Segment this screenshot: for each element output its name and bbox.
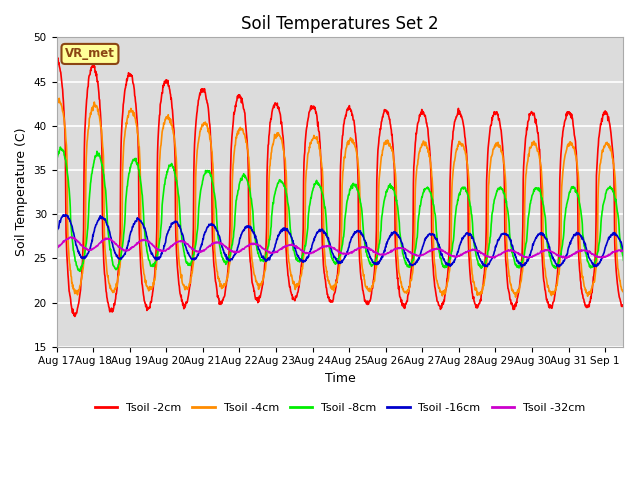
Tsoil -4cm xyxy=(620,287,627,293)
Tsoil -2cm xyxy=(545,304,552,310)
Legend: Tsoil -2cm, Tsoil -4cm, Tsoil -8cm, Tsoil -16cm, Tsoil -32cm: Tsoil -2cm, Tsoil -4cm, Tsoil -8cm, Tsoi… xyxy=(90,399,589,418)
Line: Tsoil -4cm: Tsoil -4cm xyxy=(56,97,623,297)
Tsoil -8cm xyxy=(217,250,225,256)
Tsoil -16cm xyxy=(545,244,553,250)
Line: Tsoil -8cm: Tsoil -8cm xyxy=(56,147,623,271)
Y-axis label: Soil Temperature (C): Soil Temperature (C) xyxy=(15,128,28,256)
Tsoil -8cm xyxy=(166,163,173,168)
Tsoil -32cm xyxy=(67,234,74,240)
Tsoil -32cm xyxy=(563,255,570,261)
Tsoil -8cm xyxy=(483,256,490,262)
Tsoil -2cm xyxy=(71,313,79,319)
Tsoil -32cm xyxy=(482,253,490,259)
Tsoil -4cm xyxy=(216,284,224,289)
Tsoil -16cm xyxy=(166,227,173,232)
Line: Tsoil -32cm: Tsoil -32cm xyxy=(56,237,623,258)
Tsoil -8cm xyxy=(269,207,276,213)
Tsoil -16cm xyxy=(62,212,70,217)
Tsoil -4cm xyxy=(154,237,162,242)
Tsoil -32cm xyxy=(52,245,60,251)
Tsoil -4cm xyxy=(52,95,60,100)
Tsoil -4cm xyxy=(268,149,275,155)
X-axis label: Time: Time xyxy=(324,372,355,385)
Tsoil -32cm xyxy=(620,248,627,254)
Tsoil -2cm xyxy=(482,241,490,247)
Tsoil -8cm xyxy=(156,241,163,247)
Tsoil -8cm xyxy=(56,144,64,150)
Tsoil -32cm xyxy=(216,241,224,247)
Tsoil -2cm xyxy=(620,303,627,309)
Title: Soil Temperatures Set 2: Soil Temperatures Set 2 xyxy=(241,15,439,33)
Tsoil -16cm xyxy=(52,232,60,238)
Tsoil -8cm xyxy=(545,249,553,254)
Tsoil -2cm xyxy=(52,54,60,60)
Tsoil -16cm xyxy=(482,263,490,268)
Tsoil -16cm xyxy=(216,237,224,243)
Tsoil -2cm xyxy=(268,109,276,115)
Line: Tsoil -2cm: Tsoil -2cm xyxy=(56,57,623,316)
Tsoil -8cm xyxy=(52,158,60,164)
Tsoil -4cm xyxy=(512,294,520,300)
Tsoil -4cm xyxy=(545,286,552,291)
Tsoil -2cm xyxy=(155,124,163,130)
Text: VR_met: VR_met xyxy=(65,48,115,60)
Tsoil -8cm xyxy=(620,257,627,263)
Tsoil -8cm xyxy=(76,268,84,274)
Line: Tsoil -16cm: Tsoil -16cm xyxy=(56,215,623,267)
Tsoil -32cm xyxy=(166,245,173,251)
Tsoil -16cm xyxy=(155,256,163,262)
Tsoil -2cm xyxy=(166,86,173,92)
Tsoil -32cm xyxy=(545,248,552,253)
Tsoil -16cm xyxy=(620,248,627,253)
Tsoil -32cm xyxy=(268,250,276,256)
Tsoil -16cm xyxy=(268,251,276,257)
Tsoil -4cm xyxy=(165,115,173,121)
Tsoil -4cm xyxy=(482,270,490,276)
Tsoil -2cm xyxy=(216,300,224,306)
Tsoil -16cm xyxy=(518,264,526,270)
Tsoil -32cm xyxy=(155,247,163,252)
